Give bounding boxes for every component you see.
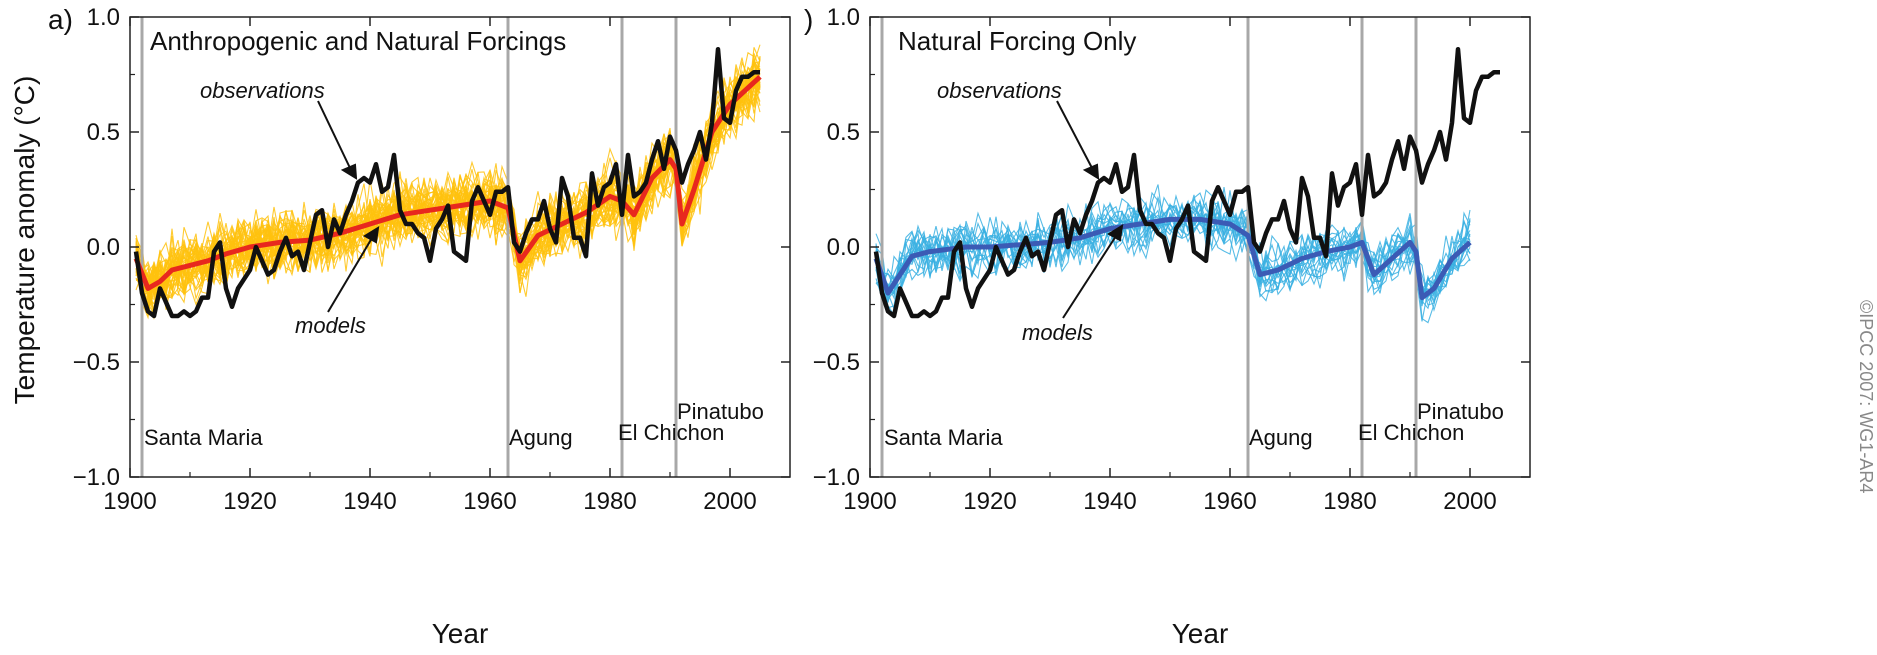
panel-a-models-annotation: models	[295, 313, 366, 338]
volcano-label: El Chichon	[1358, 420, 1464, 445]
volcano-label: Santa Maria	[884, 425, 1003, 450]
volcano-label: Santa Maria	[144, 425, 263, 450]
panel-b-xlabel: Year	[1172, 618, 1229, 649]
panel-a-ticks: 1900 1920 1940 1960 1980 2000 −1.0 −0.5 0.0 0.5 1.…	[73, 4, 790, 515]
volcano-label: Agung	[509, 425, 573, 450]
x-tick-label: 1900	[103, 488, 156, 515]
y-tick-label: 0.0	[827, 234, 860, 261]
panel-b: 1900 1920 1940 1960 1980 2000 −1.0 −0.5 0.0 0.5 1.…	[804, 4, 1531, 649]
panel-b-letter: )	[804, 4, 813, 35]
x-tick-label: 1920	[963, 488, 1016, 515]
panel-b-series	[873, 46, 1500, 319]
model-member-line	[875, 196, 1471, 312]
x-tick-label: 1920	[223, 488, 276, 515]
y-tick-label: 1.0	[827, 4, 860, 31]
y-tick-label: 1.0	[87, 4, 120, 31]
model-member-line	[875, 194, 1471, 304]
x-tick-label: 1940	[343, 488, 396, 515]
panel-a-annotation-arrows	[317, 100, 380, 313]
x-tick-label: 1940	[1083, 488, 1136, 515]
y-tick-label: −0.5	[73, 349, 120, 376]
x-tick-label: 1960	[463, 488, 516, 515]
panel-b-annotation-arrows	[1056, 100, 1124, 319]
y-tick-label: −1.0	[73, 464, 120, 491]
y-tick-label: −1.0	[813, 464, 860, 491]
panel-a-title: Anthropogenic and Natural Forcings	[150, 26, 566, 56]
panel-a-series	[133, 46, 762, 319]
y-tick-label: 0.5	[87, 119, 120, 146]
observations-line	[873, 46, 1500, 319]
y-tick-label: 0.0	[87, 234, 120, 261]
panel-a-letter: a)	[48, 4, 73, 35]
panel-b-observations-annotation: observations	[937, 78, 1062, 103]
panel-b-title: Natural Forcing Only	[898, 26, 1136, 56]
x-tick-label: 1980	[583, 488, 636, 515]
observations-line	[133, 46, 760, 319]
y-tick-label: −0.5	[813, 349, 860, 376]
volcano-label: Agung	[1249, 425, 1313, 450]
y-tick-label: 0.5	[827, 119, 860, 146]
panel-a-ylabel: Temperature anomaly (°C)	[9, 76, 40, 405]
volcano-label: El Chichon	[618, 420, 724, 445]
panel-b-ticks: 1900 1920 1940 1960 1980 2000 −1.0 −0.5 0.0 0.5 1.…	[813, 4, 1530, 515]
panel-a-volcano-lines	[140, 17, 678, 477]
panel-a-xlabel: Year	[432, 618, 489, 649]
model-member-line	[875, 196, 1471, 292]
volcano-label: Pinatubo	[677, 399, 764, 424]
panel-a-observations-annotation: observations	[200, 78, 325, 103]
x-tick-label: 2000	[703, 488, 756, 515]
models-mean-line	[873, 216, 1472, 301]
volcano-label: Pinatubo	[1417, 399, 1504, 424]
copyright-label: ©IPCC 2007: WG1-AR4	[1856, 300, 1876, 493]
panel-a: 1900 1920 1940 1960 1980 2000 −1.0 −0.5 0.0 0.5 1.…	[9, 4, 791, 649]
panel-b-models-annotation: models	[1022, 320, 1093, 345]
x-tick-label: 2000	[1443, 488, 1496, 515]
x-tick-label: 1980	[1323, 488, 1376, 515]
x-tick-label: 1960	[1203, 488, 1256, 515]
x-tick-label: 1900	[843, 488, 896, 515]
